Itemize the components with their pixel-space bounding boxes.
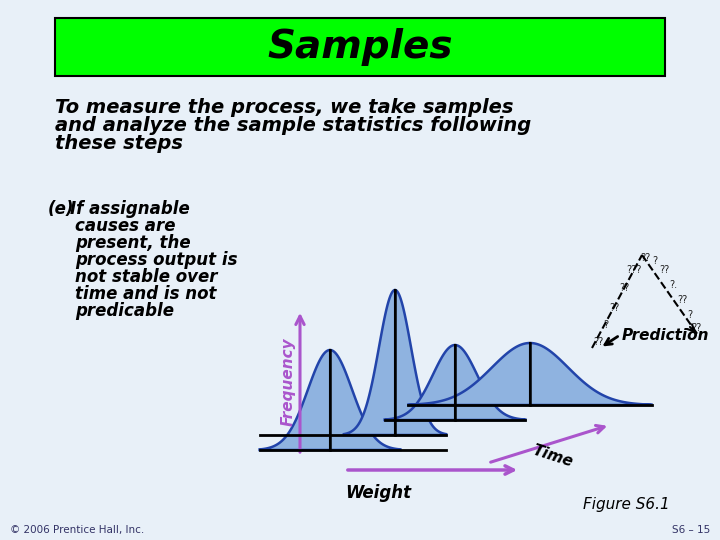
Text: To measure the process, we take samples: To measure the process, we take samples xyxy=(55,98,513,117)
Text: Frequency: Frequency xyxy=(281,338,295,426)
Text: and analyze the sample statistics following: and analyze the sample statistics follow… xyxy=(55,116,531,135)
Polygon shape xyxy=(260,350,400,450)
Text: (e): (e) xyxy=(48,200,74,218)
Text: ??: ?? xyxy=(677,295,687,305)
Text: ??: ?? xyxy=(659,265,669,275)
FancyBboxPatch shape xyxy=(55,18,665,76)
Polygon shape xyxy=(384,345,526,420)
Text: ??: ?? xyxy=(691,323,701,333)
Text: Time: Time xyxy=(530,442,575,470)
Text: these steps: these steps xyxy=(55,134,183,153)
Text: Samples: Samples xyxy=(267,28,453,66)
Text: ??: ?? xyxy=(640,253,650,263)
Text: ?: ? xyxy=(652,256,657,266)
Text: time and is not: time and is not xyxy=(75,285,217,303)
Text: present, the: present, the xyxy=(75,234,191,252)
Text: ??: ?? xyxy=(619,283,629,293)
Text: causes are: causes are xyxy=(75,217,176,235)
Text: predicable: predicable xyxy=(75,302,174,320)
Text: S6 – 15: S6 – 15 xyxy=(672,525,710,535)
Text: Figure S6.1: Figure S6.1 xyxy=(583,497,670,512)
Text: process output is: process output is xyxy=(75,251,238,269)
Text: Weight: Weight xyxy=(345,484,411,502)
Text: If assignable: If assignable xyxy=(70,200,190,218)
Text: not stable over: not stable over xyxy=(75,268,217,286)
Text: ???: ??? xyxy=(626,265,642,275)
Text: Prediction: Prediction xyxy=(622,328,709,343)
Text: © 2006 Prentice Hall, Inc.: © 2006 Prentice Hall, Inc. xyxy=(10,525,144,535)
Text: ?.: ?. xyxy=(669,280,677,290)
Text: ??: ?? xyxy=(593,337,603,347)
Text: ?: ? xyxy=(603,320,608,330)
Text: ??: ?? xyxy=(609,303,619,313)
Polygon shape xyxy=(344,290,446,435)
Text: ?: ? xyxy=(688,310,693,320)
Polygon shape xyxy=(408,343,652,405)
